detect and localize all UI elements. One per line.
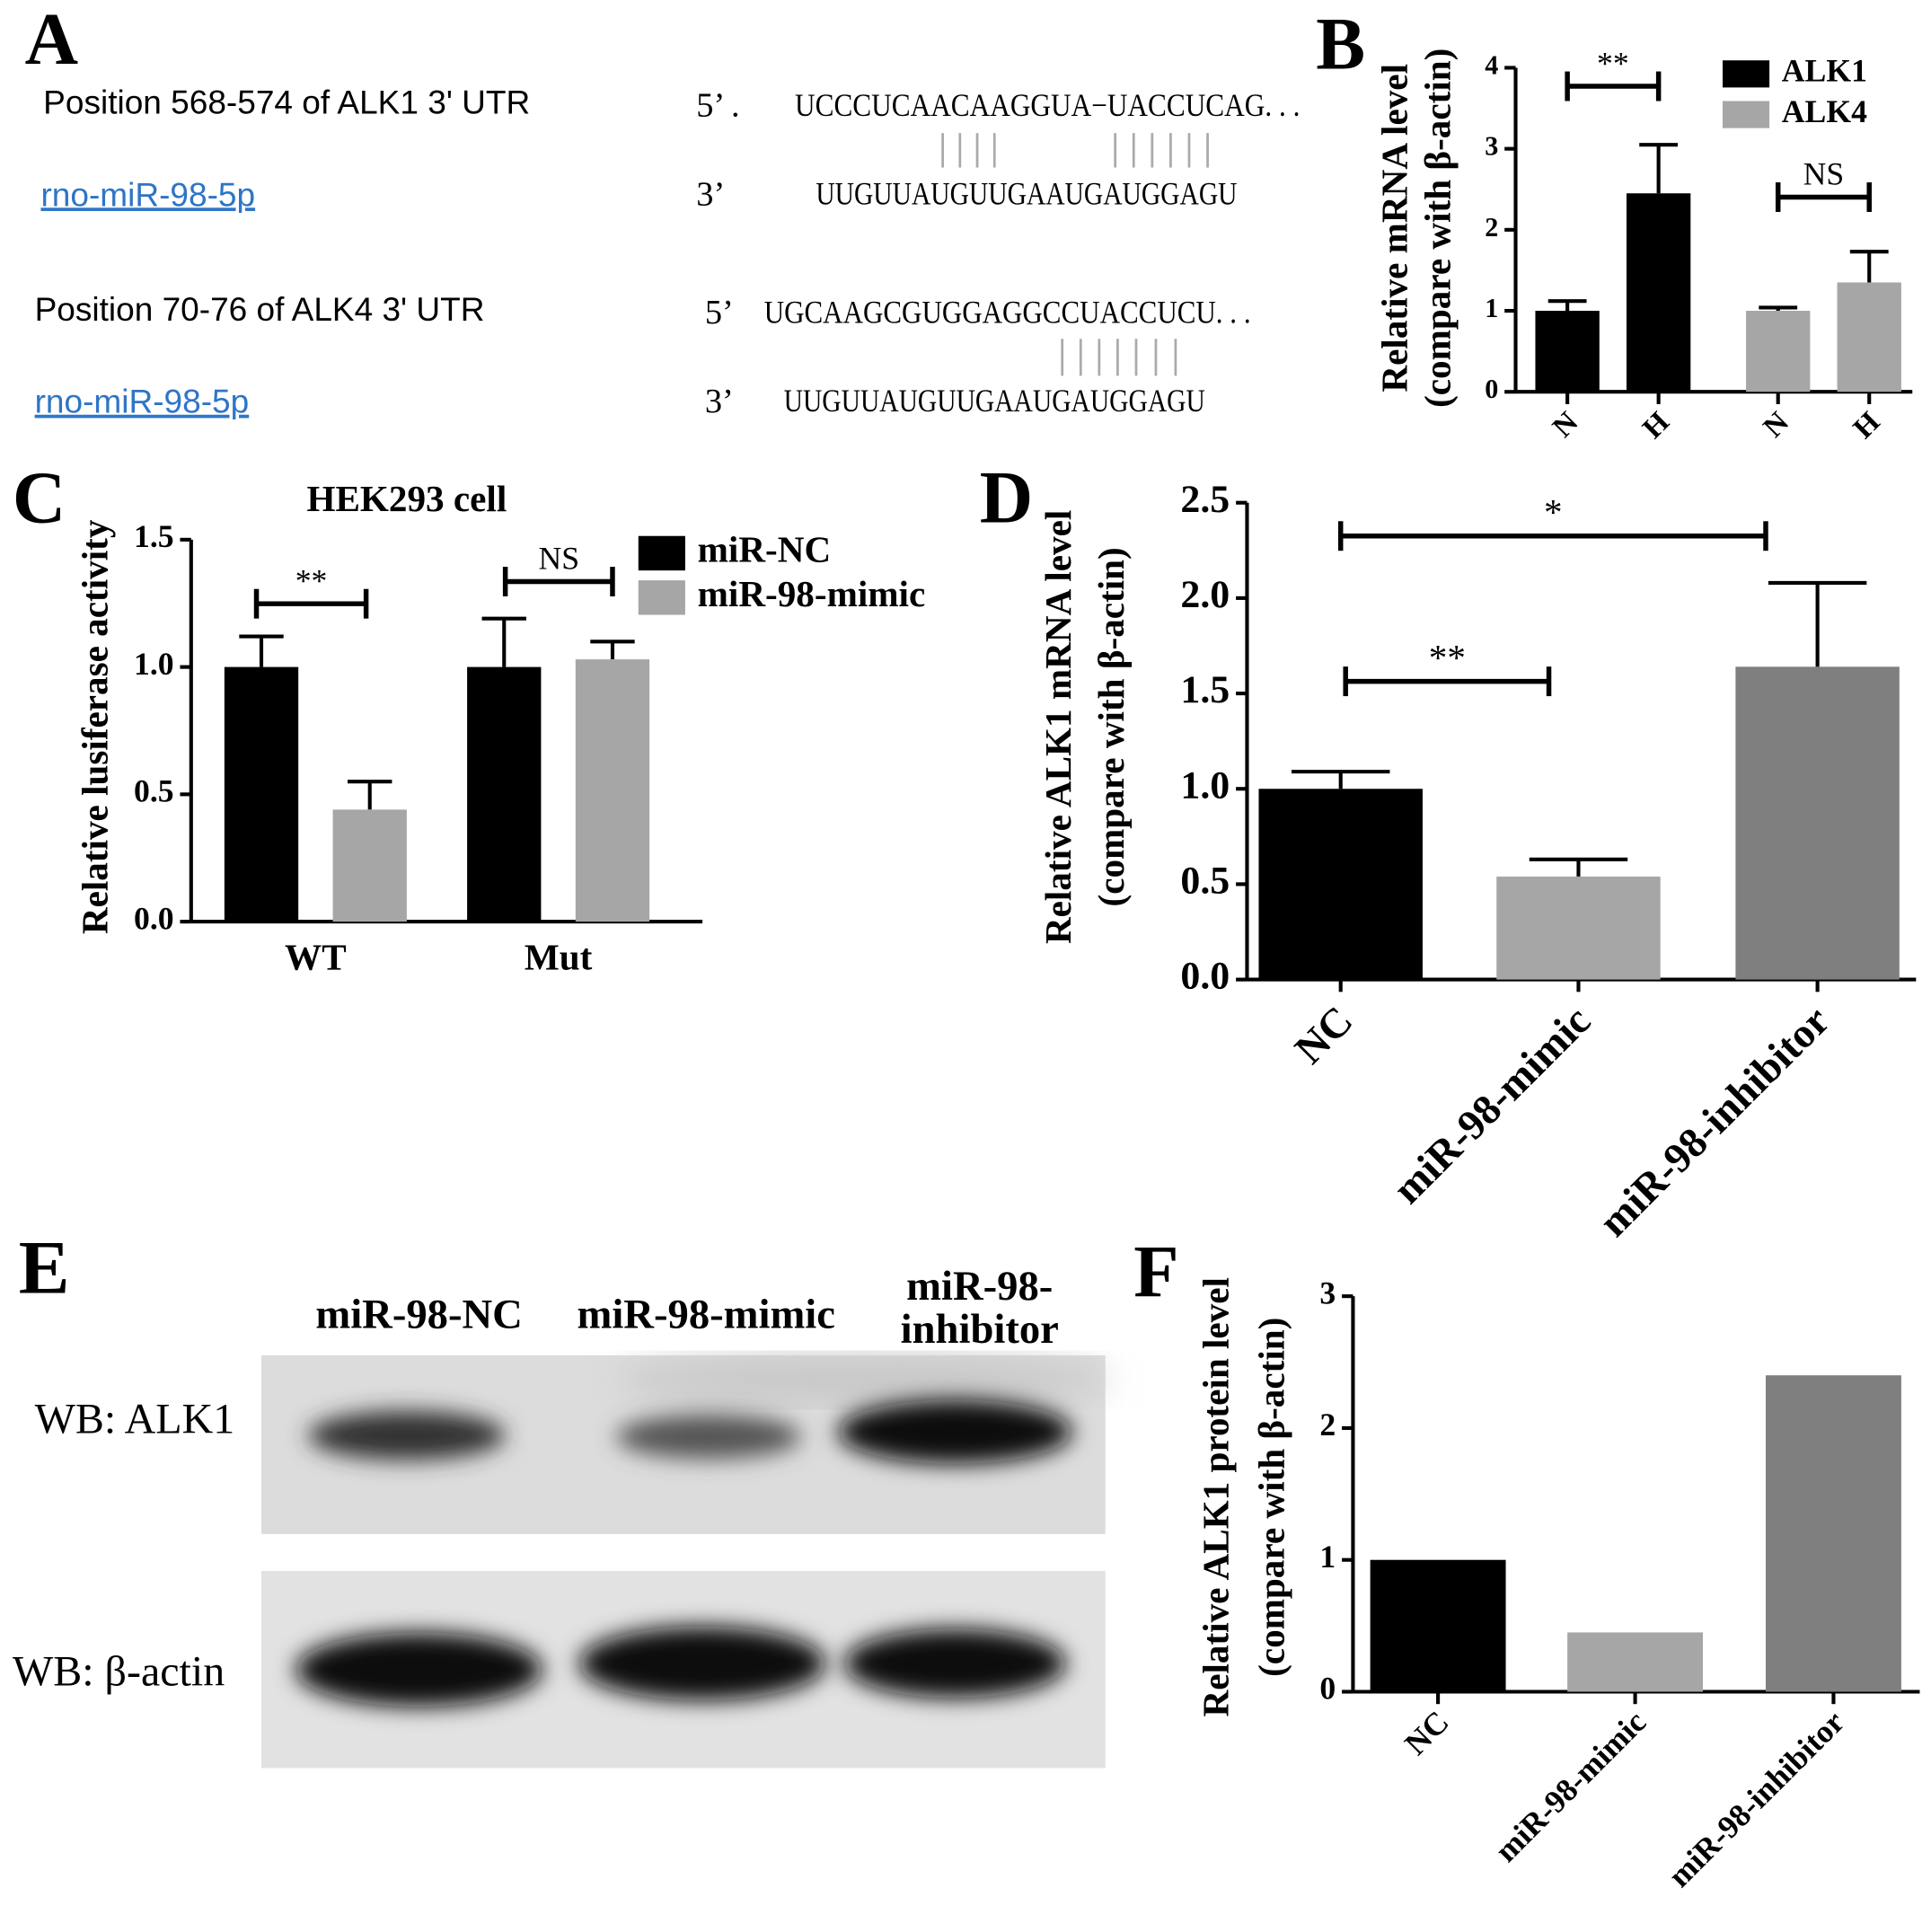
y-tick-label: 0.0	[134, 900, 174, 936]
y-tick-label: 0	[1485, 374, 1498, 404]
x-tick-label: miR-98-mimic	[1384, 997, 1600, 1213]
target-sequence: UGCAAGCGUGGAGGCCUACCUCU. . .	[764, 294, 1251, 330]
y-axis-label: Relative ALK1 mRNA level	[1037, 510, 1079, 944]
panel-letter: E	[19, 1225, 70, 1310]
bar	[1370, 1559, 1506, 1692]
blot-column-label: inhibitor	[901, 1306, 1059, 1353]
x-tick-label: NC	[1286, 997, 1362, 1072]
significance-label: **	[1429, 637, 1466, 678]
bar	[1735, 666, 1900, 980]
bar	[1765, 1375, 1901, 1692]
legend-label: ALK1	[1782, 52, 1867, 88]
panel-letter: F	[1133, 1231, 1178, 1312]
legend-swatch	[1722, 60, 1770, 88]
significance-label: NS	[1803, 156, 1845, 192]
pairing-lines	[941, 133, 1209, 376]
mirna-sequence: UUGUUAUGUUGAAUGAUGGAGU	[784, 383, 1205, 419]
x-tick-label: N	[1547, 406, 1584, 444]
y-axis-label: (compare with β-actin)	[1090, 547, 1133, 906]
significance-label: **	[295, 562, 328, 598]
bar	[224, 666, 299, 922]
y-axis-label: (compare with β-actin)	[1417, 49, 1459, 408]
legend-label: ALK4	[1782, 93, 1867, 129]
significance-label: NS	[539, 541, 580, 577]
legend-swatch	[1722, 101, 1770, 128]
legend-label: miR-NC	[698, 528, 832, 569]
y-tick-label: 3	[1319, 1275, 1336, 1310]
y-tick-label: 2.0	[1180, 573, 1230, 616]
x-tick-label: H	[1636, 406, 1676, 446]
panel-letter: B	[1316, 4, 1365, 85]
prime-3: 3’	[705, 383, 734, 420]
legend-label: miR-98-mimic	[698, 573, 926, 614]
panel-letter: C	[13, 456, 66, 538]
panel-letter: A	[25, 0, 78, 80]
blot-column-label: miR-98-NC	[315, 1292, 522, 1338]
y-tick-label: 1.5	[1180, 668, 1230, 711]
mirna-sequence: UUGUUAUGUUGAAUGAUGGAGU	[816, 176, 1237, 212]
bar	[467, 666, 542, 922]
y-tick-label: 0.5	[134, 773, 174, 809]
x-tick-label: NC	[1398, 1704, 1456, 1762]
prime-5: 5’ .	[696, 87, 739, 125]
prime-5: 5’	[705, 294, 734, 331]
x-tick-label: miR-98-mimic	[1488, 1704, 1653, 1869]
y-tick-label: 1.0	[1180, 763, 1230, 807]
mirna-link: rno-miR-98-5p	[40, 175, 255, 213]
y-tick-label: 1	[1485, 293, 1498, 323]
bar	[1567, 1632, 1704, 1692]
y-tick-label: 1.0	[134, 646, 174, 682]
y-axis-label: Relative mRNA level	[1374, 64, 1415, 393]
x-tick-label: miR-98-inhibitor	[1590, 997, 1838, 1246]
western-blot	[261, 1354, 1109, 1769]
bar	[1258, 789, 1423, 980]
chart-title: HEK293 cell	[306, 478, 507, 519]
bar	[575, 659, 650, 922]
x-tick-label: N	[1758, 406, 1795, 444]
bar	[332, 809, 407, 922]
panel-letter: D	[980, 456, 1033, 538]
bar	[1746, 311, 1811, 393]
blot-column-label: miR-98-	[906, 1263, 1053, 1310]
y-tick-label: 2.5	[1180, 478, 1230, 521]
bar	[1837, 282, 1901, 393]
legend-swatch	[638, 580, 685, 615]
y-tick-label: 0.5	[1180, 859, 1230, 902]
bar	[1535, 311, 1600, 393]
x-tick-label: miR-98-inhibitor	[1661, 1704, 1851, 1894]
y-axis-label: (compare with β-actin)	[1250, 1318, 1292, 1677]
y-tick-label: 1.5	[134, 518, 174, 554]
y-tick-label: 1	[1319, 1539, 1336, 1575]
bar	[1496, 876, 1661, 980]
y-tick-label: 0.0	[1180, 955, 1230, 998]
x-tick-label: H	[1847, 406, 1887, 446]
y-tick-label: 3	[1485, 131, 1498, 162]
blot-row-label: WB: ALK1	[35, 1395, 235, 1442]
x-tick-label: Mut	[525, 936, 593, 977]
y-tick-label: 2	[1485, 212, 1498, 243]
y-tick-label: 0	[1319, 1671, 1336, 1707]
mirna-link: rno-miR-98-5p	[35, 383, 250, 420]
bar	[1626, 193, 1691, 393]
target-sequence: UCCCUCAACAAGGUA−UACCUCAG. . .	[795, 87, 1300, 123]
y-tick-label: 4	[1485, 49, 1498, 80]
prime-3: 3’	[696, 175, 725, 213]
target-title: Position 70-76 of ALK4 3' UTR	[35, 290, 485, 328]
significance-label: **	[1597, 45, 1629, 81]
blot-row-label: WB: β-actin	[13, 1648, 225, 1696]
target-title: Position 568-574 of ALK1 3' UTR	[43, 83, 530, 120]
significance-label: *	[1544, 491, 1563, 533]
y-axis-label: Relative lusiferase activity	[74, 519, 115, 934]
y-tick-label: 2	[1319, 1407, 1336, 1442]
y-axis-label: Relative ALK1 protein level	[1195, 1277, 1237, 1716]
x-tick-label: WT	[285, 936, 347, 977]
blot-column-label: miR-98-mimic	[578, 1292, 835, 1338]
legend-swatch	[638, 535, 685, 571]
